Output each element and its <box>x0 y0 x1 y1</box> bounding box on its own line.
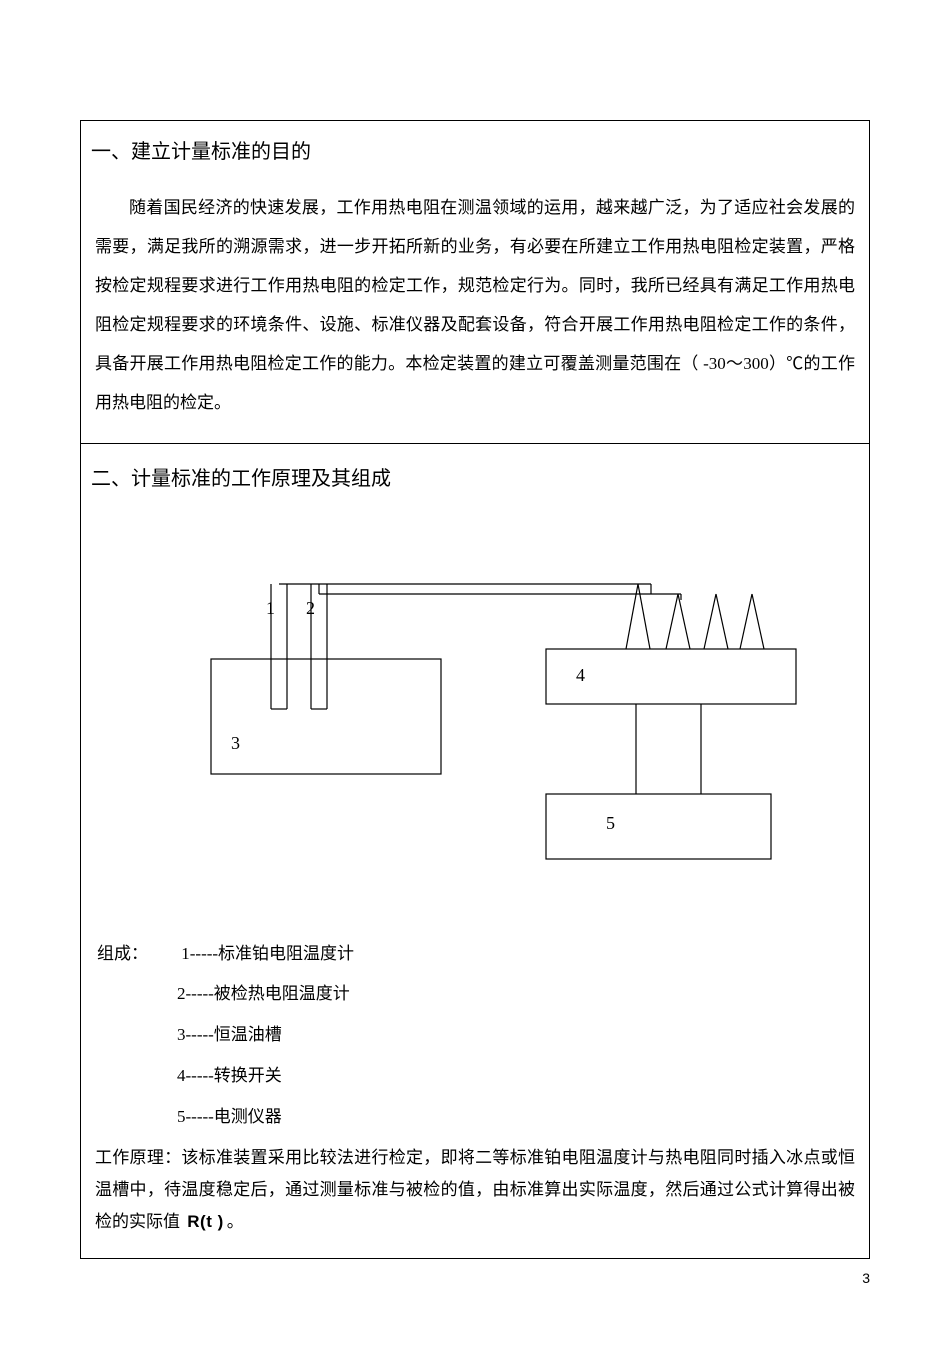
working-principle: 工作原理：该标准装置采用比较法进行检定，即将二等标准铂电阻温度计与热电阻同时插入… <box>91 1138 859 1239</box>
svg-text:4: 4 <box>576 665 585 685</box>
page-number: 3 <box>862 1270 870 1286</box>
section-1-cell: 一、建立计量标准的目的 随着国民经济的快速发展，工作用热电阻在测温领域的运用，越… <box>81 121 870 444</box>
legend-item-2: 2-----被检热电阻温度计 <box>97 974 350 1015</box>
legend-item-1: 1-----标准铂电阻温度计 <box>181 944 354 963</box>
legend-title: 组成： <box>97 934 177 975</box>
principle-rt: R(t ) <box>187 1212 223 1231</box>
section-2-heading: 二、计量标准的工作原理及其组成 <box>91 458 859 499</box>
svg-text:5: 5 <box>606 813 615 833</box>
diagram-svg: 1 2 3 4 5 <box>151 529 831 909</box>
legend-item-5: 5-----电测仪器 <box>97 1097 282 1138</box>
section-1-paragraph: 随着国民经济的快速发展，工作用热电阻在测温领域的运用，越来越广泛，为了适应社会发… <box>95 188 855 423</box>
principle-text-suffix: 。 <box>227 1212 244 1231</box>
legend-block: 组成： 1-----标准铂电阻温度计 2-----被检热电阻温度计 3-----… <box>91 934 859 1138</box>
section-1-heading: 一、建立计量标准的目的 <box>81 121 869 178</box>
document-table: 一、建立计量标准的目的 随着国民经济的快速发展，工作用热电阻在测温领域的运用，越… <box>80 120 870 1259</box>
section-2-cell: 二、计量标准的工作原理及其组成 1 2 3 4 5 组成： 1-----标准铂电阻温度计… <box>81 443 870 1259</box>
svg-text:3: 3 <box>231 733 240 753</box>
wiring-diagram: 1 2 3 4 5 <box>91 499 859 934</box>
legend-item-3: 3-----恒温油槽 <box>97 1015 282 1056</box>
svg-text:1: 1 <box>266 598 275 618</box>
section-1-body: 随着国民经济的快速发展，工作用热电阻在测温领域的运用，越来越广泛，为了适应社会发… <box>81 178 869 443</box>
svg-text:2: 2 <box>306 598 315 618</box>
legend-item-4: 4-----转换开关 <box>97 1056 282 1097</box>
